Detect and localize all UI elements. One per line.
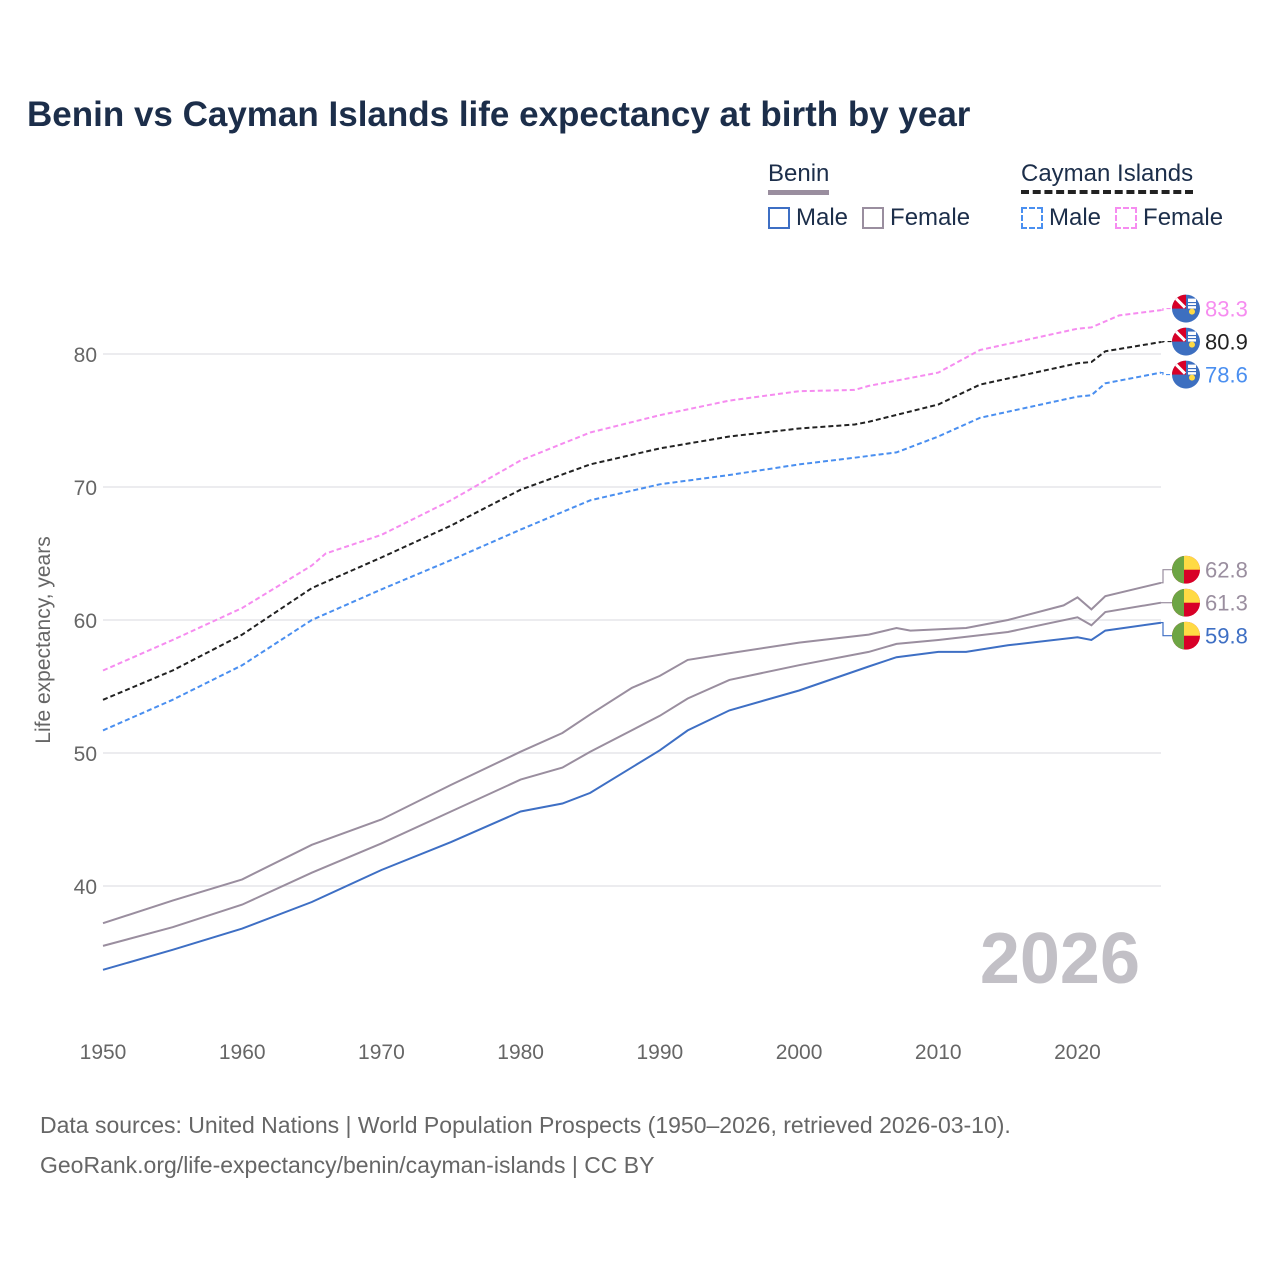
- series-line-cayman-islands: [102, 341, 1162, 701]
- y-tick-label: 60: [74, 610, 97, 633]
- flag-crest: [1188, 364, 1196, 375]
- flag-crest-star: [1189, 341, 1195, 348]
- benin-flag-icon: [1172, 555, 1200, 584]
- y-axis-label: Life expectancy, years: [32, 536, 55, 743]
- flag-union-cross: [1173, 329, 1187, 342]
- flag-yellow: [1184, 621, 1200, 636]
- benin-flag-icon: [1172, 588, 1200, 617]
- flag-body: [1172, 327, 1200, 356]
- y-tick-label: 40: [74, 876, 97, 899]
- cayman-islands-flag-icon: [1172, 327, 1200, 356]
- flag-green: [1172, 621, 1184, 650]
- source-note: Data sources: United Nations | World Pop…: [40, 1105, 1011, 1185]
- flag-crest: [1188, 331, 1196, 342]
- y-tick-label: 70: [74, 477, 97, 500]
- series-line-cayman-islands-male: [102, 371, 1162, 732]
- legend-swatch-icon: [1021, 207, 1043, 229]
- x-tick-label: 2000: [776, 1041, 823, 1064]
- legend-label: Male: [1049, 204, 1102, 231]
- flag-body: [1172, 294, 1200, 323]
- label-leader: [1161, 622, 1172, 637]
- x-tick-label: 1950: [80, 1041, 127, 1064]
- year-watermark: 2026: [980, 919, 1140, 999]
- y-tick-label: 50: [74, 743, 97, 766]
- end-value-label: 83.3: [1205, 297, 1248, 322]
- flag-red: [1172, 588, 1200, 617]
- flag-crest-star: [1189, 374, 1195, 381]
- legend-group-benin: Benin Male Female: [768, 160, 970, 231]
- source-line-1: Data sources: United Nations | World Pop…: [40, 1112, 1011, 1138]
- flag-body: [1172, 621, 1200, 650]
- x-tick-label: 1980: [497, 1041, 544, 1064]
- flag-yellow: [1184, 555, 1200, 570]
- series-line-benin: [102, 601, 1162, 947]
- legend-swatch-icon: [1115, 207, 1138, 229]
- legend-benin-female[interactable]: Female: [862, 204, 970, 232]
- flag-union: [1172, 327, 1186, 342]
- legend-label: Female: [1143, 204, 1224, 231]
- x-tick-label: 1990: [636, 1041, 683, 1064]
- legend-benin-label: Benin: [768, 160, 830, 195]
- series-line-benin-female: [102, 581, 1162, 925]
- flag-body: [1172, 588, 1200, 617]
- legend-cayman-female[interactable]: Female: [1115, 204, 1223, 232]
- legend-label: Male: [796, 204, 849, 231]
- flag-crest-waves: [1188, 367, 1196, 373]
- flag-blue: [1172, 294, 1200, 323]
- label-leader: [1161, 372, 1172, 376]
- label-leader: [1161, 307, 1172, 311]
- end-value-label: 59.8: [1205, 624, 1248, 649]
- flag-union-cross: [1173, 296, 1187, 309]
- source-line-2[interactable]: GeoRank.org/life-expectancy/benin/cayman…: [40, 1152, 655, 1178]
- x-tick-label: 2020: [1054, 1041, 1101, 1064]
- legend-label: Female: [890, 204, 971, 231]
- x-tick-label: 2010: [915, 1041, 962, 1064]
- series-line-cayman-islands-female: [102, 309, 1162, 672]
- benin-flag-icon: [1172, 621, 1200, 650]
- legend-swatch-icon: [768, 207, 790, 229]
- flag-blue: [1172, 360, 1200, 389]
- x-tick-label: 1970: [358, 1041, 405, 1064]
- flag-body: [1172, 360, 1200, 389]
- legend-cayman-label: Cayman Islands: [1021, 160, 1194, 194]
- legend-benin-male[interactable]: Male: [768, 204, 848, 232]
- end-value-label: 62.8: [1205, 558, 1248, 583]
- end-value-label: 78.6: [1205, 363, 1248, 388]
- label-leader: [1161, 569, 1172, 584]
- flag-union: [1172, 360, 1186, 375]
- flag-crest-waves: [1188, 301, 1196, 307]
- series-line-benin-male: [102, 621, 1162, 971]
- flag-green: [1172, 588, 1184, 617]
- flag-red: [1172, 555, 1200, 584]
- flag-green: [1172, 555, 1184, 584]
- end-value-label: 80.9: [1205, 330, 1248, 355]
- legend-group-cayman: Cayman Islands Male Female: [1021, 160, 1223, 231]
- flag-union-cross: [1173, 362, 1187, 375]
- legend-cayman-male[interactable]: Male: [1021, 204, 1101, 232]
- flag-blue: [1172, 327, 1200, 356]
- flag-crest: [1188, 298, 1196, 309]
- flag-union: [1172, 294, 1186, 309]
- flag-crest-waves: [1188, 334, 1196, 340]
- flag-crest-star: [1189, 308, 1195, 315]
- x-tick-label: 1960: [219, 1041, 266, 1064]
- end-value-label: 61.3: [1205, 591, 1248, 616]
- flag-red: [1172, 621, 1200, 650]
- y-tick-label: 80: [74, 344, 97, 367]
- flag-yellow: [1184, 588, 1200, 603]
- legend-swatch-icon: [862, 207, 885, 229]
- cayman-islands-flag-icon: [1172, 360, 1200, 389]
- cayman-islands-flag-icon: [1172, 294, 1200, 323]
- flag-body: [1172, 555, 1200, 584]
- chart-title: Benin vs Cayman Islands life expectancy …: [27, 95, 971, 134]
